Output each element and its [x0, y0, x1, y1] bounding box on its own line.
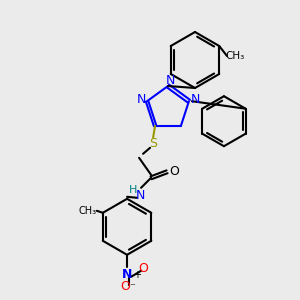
- Text: N: N: [136, 93, 146, 106]
- Text: H: H: [129, 185, 137, 195]
- Text: N: N: [191, 93, 201, 106]
- Text: N: N: [122, 268, 132, 281]
- Text: O: O: [138, 262, 148, 275]
- Text: S: S: [149, 137, 157, 150]
- Text: N: N: [135, 189, 145, 202]
- Text: O: O: [120, 280, 130, 293]
- Text: +: +: [133, 270, 141, 280]
- Text: CH₃: CH₃: [79, 206, 97, 216]
- Text: CH₃: CH₃: [225, 51, 244, 61]
- Text: N: N: [165, 74, 175, 88]
- Text: O: O: [169, 165, 179, 178]
- Text: ⁻: ⁻: [129, 282, 135, 292]
